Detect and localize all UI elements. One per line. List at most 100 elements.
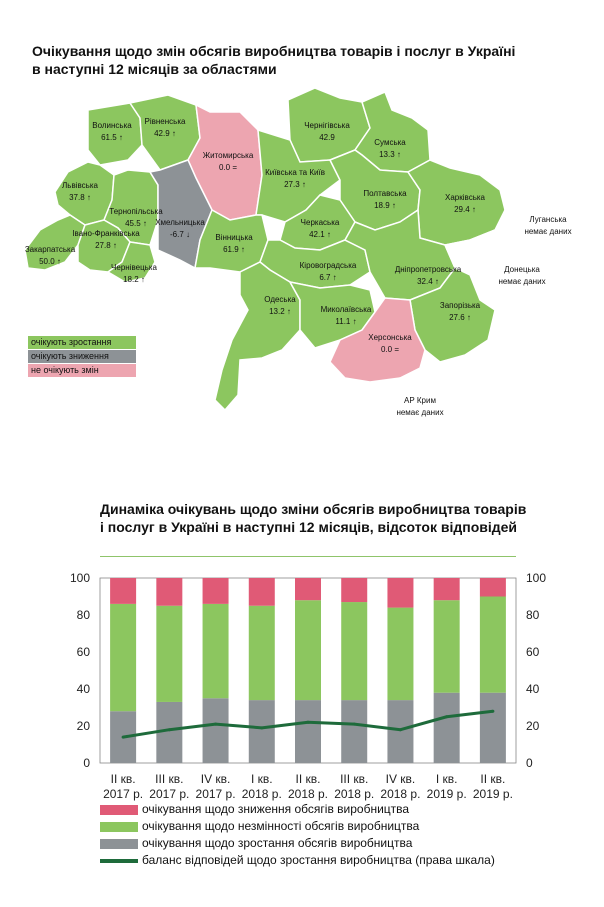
region-label-kyiv: Київська та Київ	[265, 168, 325, 177]
region-label-lviv: Львівська	[62, 181, 98, 190]
region-label-poltava: Полтавська	[363, 189, 407, 198]
bar-segment-2-0	[110, 578, 137, 604]
y-tick-right: 20	[526, 719, 540, 733]
bar-segment-2-1	[156, 578, 183, 606]
y-tick-left: 20	[77, 719, 91, 733]
region-label-sumy: Сумська	[374, 138, 406, 147]
region-value-ivano: 27.8 ↑	[95, 241, 117, 250]
region-label-vinnytsia: Вінницька	[215, 233, 253, 242]
balance-point-5	[352, 722, 356, 726]
region-label-crimea: АР Крим	[404, 396, 436, 405]
region-label-chernivtsi: Чернівецька	[111, 263, 157, 272]
y-tick-right: 100	[526, 571, 546, 585]
bar-segment-2-6	[387, 578, 414, 608]
balance-point-4	[306, 720, 310, 724]
region-value-volyn: 61.5 ↑	[101, 133, 123, 142]
legend-label: очікування щодо незмінності обсягів виро…	[142, 819, 420, 833]
y-tick-left: 100	[70, 571, 90, 585]
bar-segment-1-8	[479, 596, 506, 693]
balance-point-6	[398, 728, 402, 732]
region-value-khmelnytskyi: -6.7 ↓	[170, 230, 190, 239]
region-value-chernivtsi: 18.2 ↑	[123, 275, 145, 284]
chart-title: Динаміка очікувань щодо зміни обсягів ви…	[100, 501, 527, 535]
x-tick-label-year: 2017 р.	[103, 787, 143, 801]
region-value-luhansk: немає даних	[524, 227, 571, 236]
bar-segment-0-7	[433, 692, 460, 763]
bar-segment-2-2	[202, 578, 229, 604]
x-tick-label-year: 2018 р.	[242, 787, 282, 801]
region-value-zaporizhzhia: 27.6 ↑	[449, 313, 471, 322]
region-label-chernihiv: Чернігівська	[304, 121, 350, 130]
x-tick-label-year: 2018 р.	[288, 787, 328, 801]
region-label-volyn: Волинська	[92, 121, 132, 130]
y-tick-right: 60	[526, 645, 540, 659]
region-label-odesa: Одеська	[264, 295, 296, 304]
legend-swatch	[100, 859, 138, 863]
x-tick-label: IV кв.	[386, 772, 416, 786]
y-tick-left: 40	[77, 682, 91, 696]
region-label-mykolaiv: Миколаївська	[321, 305, 372, 314]
region-value-crimea: немає даних	[396, 408, 443, 417]
region-label-ivano: Івано-Франківська	[72, 229, 140, 238]
legend-swatch	[100, 822, 138, 832]
x-tick-label: II кв.	[480, 772, 505, 786]
y-tick-right: 40	[526, 682, 540, 696]
region-value-sumy: 13.3 ↑	[379, 150, 401, 159]
region-crimea	[361, 377, 472, 459]
region-label-donetsk: Донецька	[504, 265, 540, 274]
region-khmelnytskyi	[148, 159, 213, 270]
region-label-rivne: Рівненська	[145, 117, 186, 126]
y-tick-right: 80	[526, 608, 540, 622]
region-label-khmelnytskyi: Хмельницька	[155, 218, 205, 227]
region-chernivtsi	[106, 241, 156, 283]
x-tick-label-year: 2019 р.	[427, 787, 467, 801]
bar-segment-0-4	[295, 700, 321, 763]
region-value-zhytomyr: 0.0 =	[219, 163, 237, 172]
region-value-kirovohrad: 6.7 ↑	[319, 273, 336, 282]
region-label-luhansk: Луганська	[529, 215, 567, 224]
bar-segment-1-0	[110, 603, 137, 712]
bar-segment-1-3	[248, 605, 275, 701]
region-value-zakarpattia: 50.0 ↑	[39, 257, 61, 266]
legend-label: очікування щодо зниження обсягів виробни…	[142, 802, 410, 816]
region-value-chernihiv: 42.9	[319, 133, 335, 142]
region-label-ternopil: Тернопільська	[109, 207, 163, 216]
region-value-kyiv: 27.3 ↑	[284, 180, 306, 189]
y-tick-left: 60	[77, 645, 91, 659]
region-value-kharkiv: 29.4 ↑	[454, 205, 476, 214]
region-value-rivne: 42.9 ↑	[154, 129, 176, 138]
region-label-zaporizhzhia: Запорізька	[440, 301, 481, 310]
x-tick-label: III кв.	[340, 772, 368, 786]
title-divider	[100, 556, 516, 557]
balance-point-2	[214, 722, 218, 726]
region-label-cherkasy: Черкаська	[301, 218, 340, 227]
map-legend-growth: очікують зростання	[28, 336, 136, 349]
x-tick-label-year: 2018 р.	[334, 787, 374, 801]
bar-segment-1-5	[341, 602, 368, 701]
region-label-zakarpattia: Закарпатська	[25, 245, 76, 254]
region-label-kherson: Херсонська	[368, 333, 412, 342]
bar-segment-1-1	[156, 605, 183, 702]
balance-point-8	[491, 709, 495, 713]
x-tick-label: I кв.	[436, 772, 458, 786]
x-tick-label: II кв.	[111, 772, 136, 786]
ukraine-region-map: Волинська 61.5 ↑ Рівненська 42.9 ↑ Житомирсь…	[24, 88, 572, 459]
map-title-line2: в наступні 12 місяців за областями	[32, 61, 277, 77]
balance-point-0	[121, 735, 125, 739]
bar-segment-1-4	[295, 600, 321, 701]
bar-segment-0-5	[341, 700, 368, 763]
map-title-line1: Очікування щодо змін обсягів виробництва…	[32, 43, 516, 59]
region-value-kherson: 0.0 =	[381, 345, 399, 354]
region-value-odesa: 13.2 ↑	[269, 307, 291, 316]
x-tick-label-year: 2017 р.	[196, 787, 236, 801]
region-odesa	[214, 261, 301, 412]
y-tick-left: 80	[77, 608, 91, 622]
region-value-ternopil: 45.5 ↑	[125, 219, 147, 228]
balance-point-3	[260, 726, 264, 730]
bar-segment-0-8	[479, 692, 506, 763]
map-title: Очікування щодо змін обсягів виробництва…	[32, 42, 572, 78]
map-legend-nochange: не очікують змін	[28, 364, 136, 377]
region-label-kirovohrad: Кіровоградська	[300, 261, 357, 270]
x-tick-label: IV кв.	[201, 772, 231, 786]
